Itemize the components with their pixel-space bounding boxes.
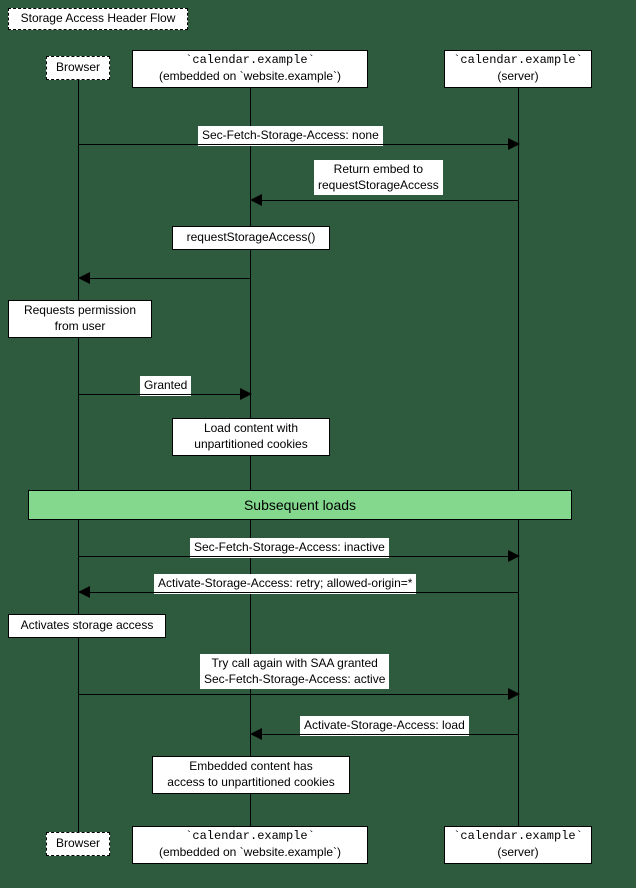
msg-4-box: Requests permission from user xyxy=(8,300,152,338)
msg-6-l2: unpartitioned cookies xyxy=(194,437,307,453)
msg-3-text: requestStorageAccess() xyxy=(187,230,316,246)
actor-embed-l2: (embedded on `website.example`) xyxy=(159,69,341,85)
msg-7-label: Sec-Fetch-Storage-Access: inactive xyxy=(190,538,389,558)
actor-embed-l1: `calendar.example` xyxy=(185,53,315,69)
msg-10-label: Try call again with SAA granted Sec-Fetc… xyxy=(200,654,389,689)
msg-5-line xyxy=(78,394,242,395)
title-text: Storage Access Header Flow xyxy=(21,11,176,27)
actor-embed-bottom-l2: (embedded on `website.example`) xyxy=(159,845,341,861)
lifeline-browser xyxy=(78,80,79,832)
msg-4-arrow xyxy=(78,272,90,284)
diagram-title: Storage Access Header Flow xyxy=(8,8,188,30)
msg-10-line xyxy=(78,694,510,695)
msg-3-box: requestStorageAccess() xyxy=(172,226,330,250)
msg-5-label: Granted xyxy=(140,376,191,396)
actor-server-bottom-l2: (server) xyxy=(497,845,538,861)
msg-11-line xyxy=(258,734,518,735)
msg-7-line xyxy=(78,556,510,557)
msg-9-box: Activates storage access xyxy=(8,614,166,638)
msg-11-label: Activate-Storage-Access: load xyxy=(300,716,469,736)
msg-4-line xyxy=(86,278,250,279)
msg-12-l1: Embedded content has xyxy=(189,759,312,775)
msg-9-text: Activates storage access xyxy=(21,618,154,634)
msg-1-arrow xyxy=(508,138,520,150)
msg-8-line xyxy=(86,592,518,593)
msg-7-arrow xyxy=(508,550,520,562)
divider: Subsequent loads xyxy=(28,490,572,520)
actor-browser-label: Browser xyxy=(56,60,100,76)
actor-embed-bottom-l1: `calendar.example` xyxy=(185,829,315,845)
msg-1-line xyxy=(78,144,510,145)
msg-8-arrow xyxy=(78,586,90,598)
msg-4-l2: from user xyxy=(55,319,106,335)
msg-12-l2: access to unpartitioned cookies xyxy=(167,775,334,791)
msg-2-line xyxy=(258,200,518,201)
actor-server-top: `calendar.example` (server) xyxy=(444,50,592,88)
msg-1-label: Sec-Fetch-Storage-Access: none xyxy=(198,126,383,146)
actor-server-l2: (server) xyxy=(497,69,538,85)
msg-8-label: Activate-Storage-Access: retry; allowed-… xyxy=(154,574,416,594)
msg-6-l1: Load content with xyxy=(204,421,298,437)
lifeline-server xyxy=(518,88,519,832)
actor-browser-bottom: Browser xyxy=(46,832,110,856)
msg-4-l1: Requests permission xyxy=(24,303,136,319)
msg-2-label: Return embed to requestStorageAccess xyxy=(314,160,443,195)
msg-5-arrow xyxy=(240,388,252,400)
msg-12-box: Embedded content has access to unpartiti… xyxy=(152,756,350,794)
msg-10-arrow xyxy=(508,688,520,700)
actor-browser-bottom-label: Browser xyxy=(56,836,100,852)
actor-browser-top: Browser xyxy=(46,56,110,80)
actor-server-bottom-l1: `calendar.example` xyxy=(453,829,583,845)
divider-text: Subsequent loads xyxy=(244,497,356,513)
msg-6-box: Load content with unpartitioned cookies xyxy=(172,418,330,456)
msg-2-arrow xyxy=(250,194,262,206)
actor-server-l1: `calendar.example` xyxy=(453,53,583,69)
actor-embed-bottom: `calendar.example` (embedded on `website… xyxy=(132,826,368,864)
actor-server-bottom: `calendar.example` (server) xyxy=(444,826,592,864)
actor-embed-top: `calendar.example` (embedded on `website… xyxy=(132,50,368,88)
msg-11-arrow xyxy=(250,728,262,740)
